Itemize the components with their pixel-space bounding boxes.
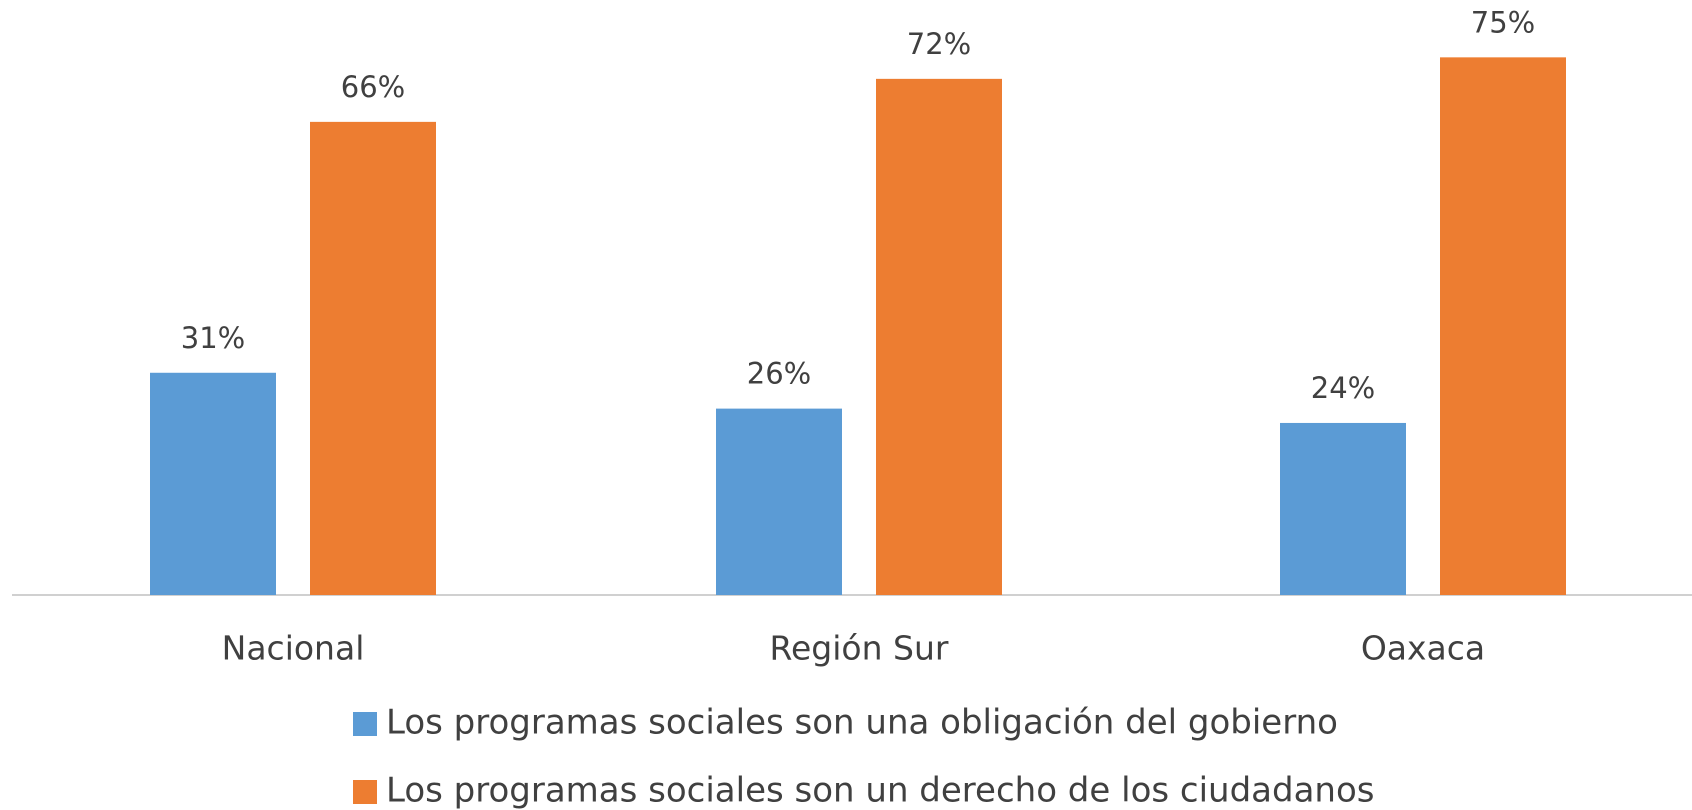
x-tick-label: Región Sur xyxy=(770,629,949,668)
x-tick-label: Oaxaca xyxy=(1361,629,1485,668)
bar xyxy=(1440,57,1566,596)
legend-swatch xyxy=(353,780,377,804)
data-label: 75% xyxy=(1471,5,1535,39)
bar xyxy=(310,121,436,596)
x-tick-label: Nacional xyxy=(222,629,365,668)
legend-swatch xyxy=(353,712,377,736)
data-label: 66% xyxy=(341,70,405,104)
bar xyxy=(1280,422,1406,595)
data-label: 31% xyxy=(181,321,245,355)
bar xyxy=(150,372,276,595)
legend-label: Los programas sociales son un derecho de… xyxy=(386,771,1374,810)
data-label: 24% xyxy=(1311,371,1375,405)
data-label: 72% xyxy=(907,27,971,61)
data-label: 26% xyxy=(747,357,811,391)
bar xyxy=(876,78,1002,596)
bar xyxy=(716,408,842,595)
legend-label: Los programas sociales son una obligació… xyxy=(386,703,1338,743)
